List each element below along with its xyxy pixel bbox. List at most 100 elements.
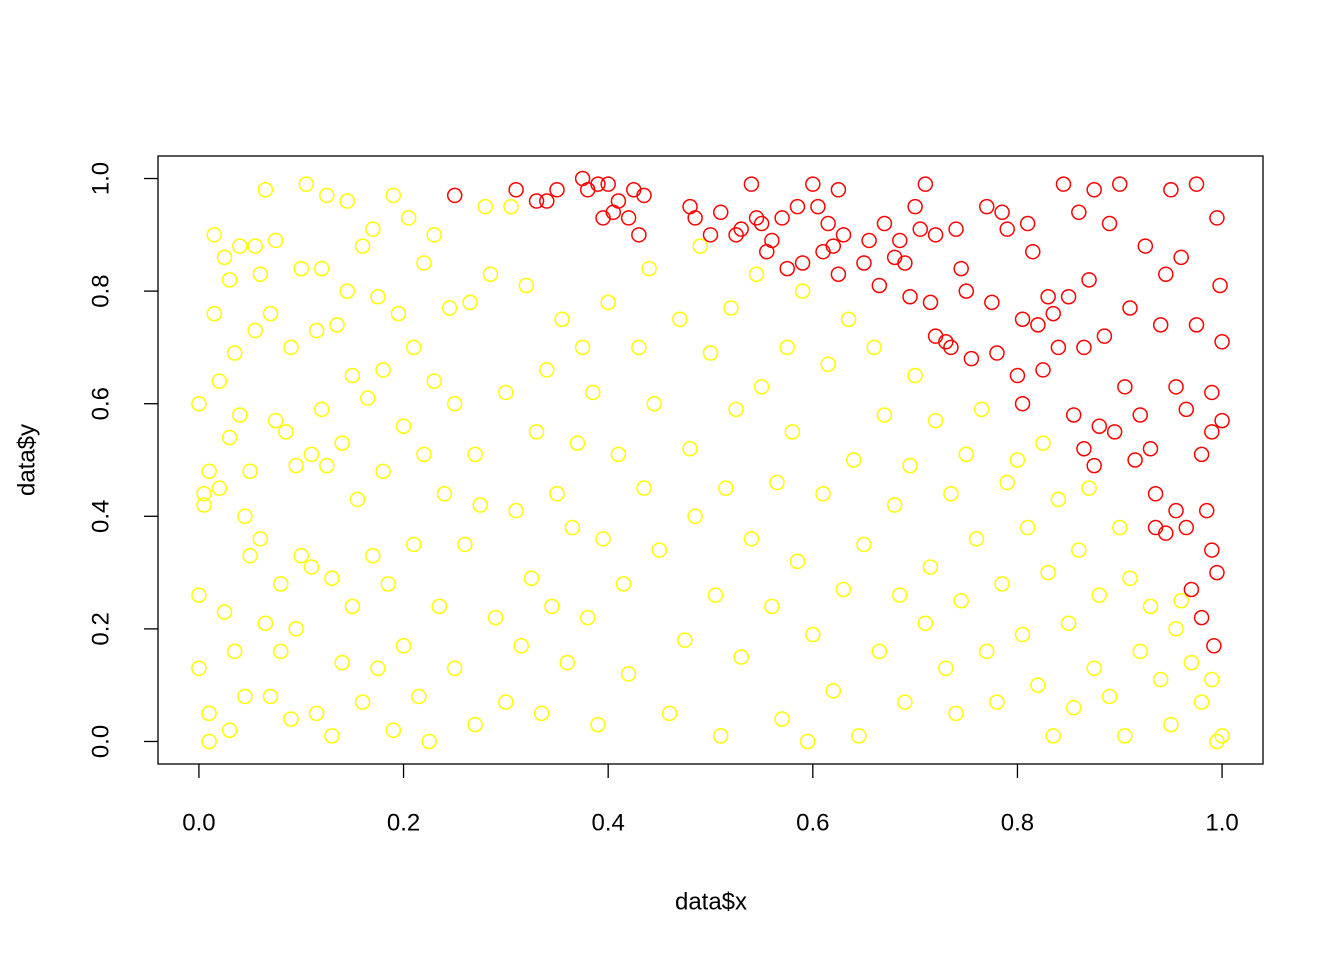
point	[989, 694, 1005, 710]
point	[1014, 311, 1031, 328]
point	[927, 328, 944, 344]
point	[1091, 587, 1108, 603]
point	[590, 176, 606, 192]
point	[626, 182, 642, 198]
point	[498, 384, 514, 401]
point	[354, 694, 371, 710]
point	[943, 339, 959, 356]
point	[861, 232, 877, 249]
point	[513, 638, 529, 654]
point	[631, 339, 647, 356]
point	[1158, 266, 1174, 282]
point	[943, 486, 959, 502]
point	[221, 272, 238, 288]
point	[1168, 502, 1184, 519]
point	[365, 547, 381, 564]
point	[441, 300, 458, 316]
point	[523, 570, 540, 586]
point	[226, 345, 243, 361]
point	[989, 345, 1005, 361]
point	[349, 491, 366, 508]
point	[201, 705, 217, 722]
point	[1065, 407, 1082, 423]
point	[1198, 502, 1215, 519]
point	[769, 474, 785, 491]
point	[764, 598, 780, 615]
point	[687, 210, 703, 226]
point	[979, 198, 995, 215]
point	[385, 722, 402, 738]
point	[979, 643, 995, 660]
point	[1106, 424, 1123, 440]
point	[308, 705, 325, 722]
point	[927, 227, 944, 243]
point	[1019, 215, 1036, 232]
y-tick-label: 0.0	[87, 725, 114, 758]
point	[999, 474, 1015, 491]
point	[539, 193, 555, 209]
point	[1035, 362, 1051, 378]
point	[201, 463, 217, 480]
point	[856, 536, 872, 553]
point	[1014, 626, 1031, 643]
point	[968, 531, 985, 547]
point	[774, 711, 790, 727]
point	[661, 705, 678, 722]
point	[753, 215, 770, 232]
point	[406, 536, 422, 553]
point	[938, 334, 954, 350]
point	[886, 249, 903, 266]
point	[590, 716, 606, 733]
point	[221, 722, 238, 738]
point	[416, 446, 432, 463]
point	[1209, 210, 1225, 226]
point	[232, 407, 248, 423]
point	[1147, 519, 1164, 536]
point	[313, 260, 330, 277]
point	[1071, 542, 1087, 558]
point	[1091, 418, 1108, 434]
point	[1193, 446, 1210, 463]
point	[247, 322, 263, 339]
point	[196, 486, 212, 502]
point	[344, 367, 361, 384]
point	[247, 238, 263, 254]
point	[897, 255, 913, 271]
point	[426, 227, 442, 243]
point	[283, 711, 299, 727]
point	[257, 182, 274, 198]
point	[370, 288, 386, 305]
point	[574, 339, 591, 356]
point	[1206, 638, 1222, 654]
point	[789, 553, 806, 570]
point	[702, 227, 719, 243]
point	[1086, 660, 1102, 677]
point	[907, 198, 923, 215]
point	[912, 221, 928, 237]
point	[293, 547, 309, 564]
point	[533, 705, 550, 722]
x-tick-label: 0.0	[182, 809, 215, 836]
point	[1035, 435, 1051, 451]
point	[267, 232, 284, 249]
point	[201, 733, 217, 750]
point	[365, 221, 381, 237]
point	[518, 277, 535, 294]
point	[267, 412, 284, 429]
point	[559, 654, 576, 671]
point	[375, 362, 391, 378]
point	[963, 350, 980, 367]
point	[728, 401, 744, 418]
point	[672, 311, 688, 328]
point	[830, 182, 847, 198]
point	[595, 531, 611, 547]
point	[820, 356, 836, 373]
point	[262, 305, 279, 322]
point	[487, 609, 504, 626]
point	[1193, 609, 1210, 626]
point	[1009, 367, 1026, 384]
point	[1122, 300, 1138, 316]
point	[528, 193, 545, 209]
point	[692, 238, 709, 254]
point	[712, 728, 729, 744]
